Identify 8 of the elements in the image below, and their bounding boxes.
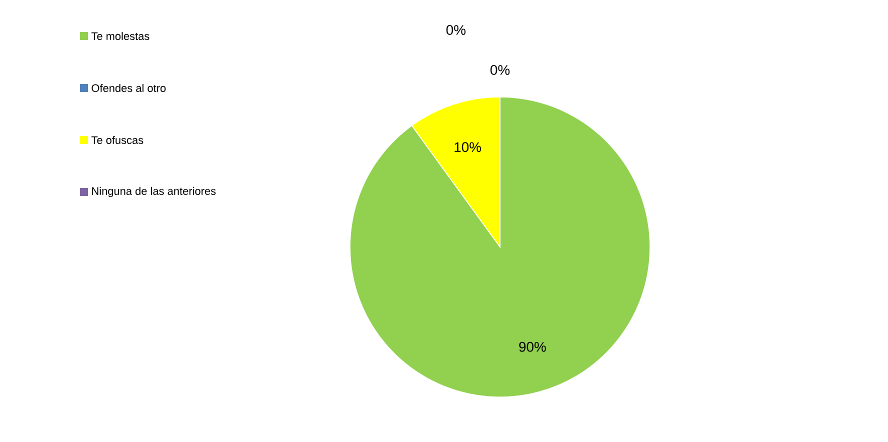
text: 0% (490, 65, 510, 75)
text: 0% (446, 25, 466, 35)
data-label: 90% (519, 342, 546, 352)
legend-label: Te ofuscas (91, 136, 144, 144)
legend-label: Ninguna de las anteriores (92, 186, 216, 198)
data-label: 10% (454, 142, 482, 152)
legend-label: Te molestas (91, 32, 150, 40)
legend-label: Ofendes al otro (92, 84, 166, 92)
